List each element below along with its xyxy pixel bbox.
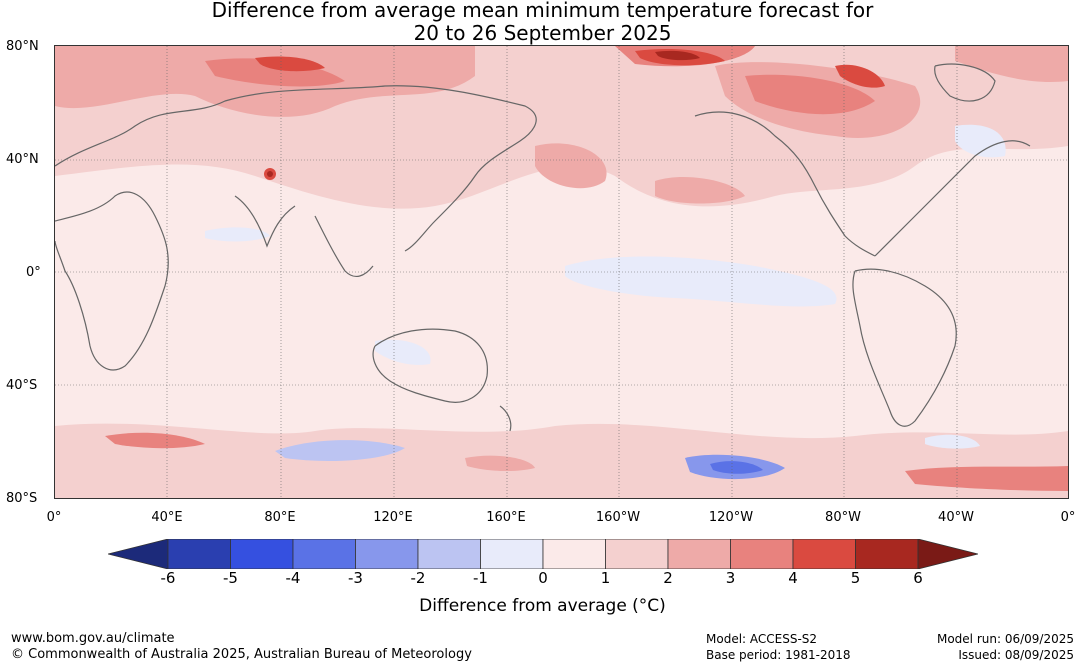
lat-label-80n: 80°N [6,39,39,54]
colorbar-segment [730,539,794,569]
lon-label-0-right: 0° [1060,510,1076,525]
colorbar-segment [792,539,856,569]
footer-copyright: © Commonwealth of Australia 2025, Austra… [11,647,472,662]
colorbar-segment [667,539,731,569]
coastlines [55,63,1031,432]
footer-model: Model: ACCESS-S2 [706,632,818,646]
colorbar-tick-label: 5 [850,569,861,587]
colorbar-tick-label: -3 [348,569,363,587]
lon-label-120w: 120°W [708,510,754,525]
lon-label-40e: 40°E [151,510,183,525]
colorbar-extend-low [108,539,169,569]
colorbar-tick-label: 2 [663,569,673,587]
lon-label-0: 0° [46,510,62,525]
footer-base-period: Base period: 1981-2018 [706,648,851,662]
colorbar-segment [605,539,669,569]
map-title-line1: Difference from average mean minimum tem… [211,0,874,22]
colorbar-tick-label: 3 [725,569,736,587]
lon-label-80e: 80°E [264,510,296,525]
colorbar-segment [542,539,606,569]
colorbar-segment [480,539,544,569]
colorbar-segment [355,539,419,569]
colorbar-tick-label: 0 [538,569,548,587]
map-title-line2: 20 to 26 September 2025 [413,21,672,45]
colorbar-segment [417,539,481,569]
forecast-map [54,45,1069,499]
colorbar-tick-label: -1 [473,569,488,587]
lon-label-120e: 120°E [373,510,413,525]
lat-label-0: 0° [26,265,41,280]
lat-label-80s: 80°S [6,491,38,506]
lon-label-160w: 160°W [595,510,641,525]
colorbar-segment [855,539,919,569]
colorbar-tick-label: -2 [410,569,426,587]
colorbar [108,539,978,569]
colorbar-tick-label: -5 [223,569,238,587]
footer-issued: Issued: 08/09/2025 [958,648,1074,662]
lon-label-160e: 160°E [486,510,526,525]
footer-model-run: Model run: 06/09/2025 [936,632,1074,646]
colorbar-tick-label: -4 [285,569,301,587]
colorbar-tick-label: 4 [788,569,798,587]
footer-url: www.bom.gov.au/climate [11,631,175,646]
colorbar-tick-label: 1 [600,569,611,587]
colorbar-segment [292,539,356,569]
colorbar-segment [230,539,294,569]
colorbar-label: Difference from average (°C) [419,596,666,616]
colorbar-segment [167,539,231,569]
colorbar-extend-high [917,539,978,569]
lon-label-40w: 40°W [938,510,974,525]
colorbar-tick-label: 6 [913,569,923,587]
temperature-anomaly-field [55,46,1068,498]
colorbar-tick-label: -6 [160,569,176,587]
lon-label-80w: 80°W [825,510,861,525]
lat-label-40s: 40°S [6,378,38,393]
lat-label-40n: 40°N [6,152,39,167]
